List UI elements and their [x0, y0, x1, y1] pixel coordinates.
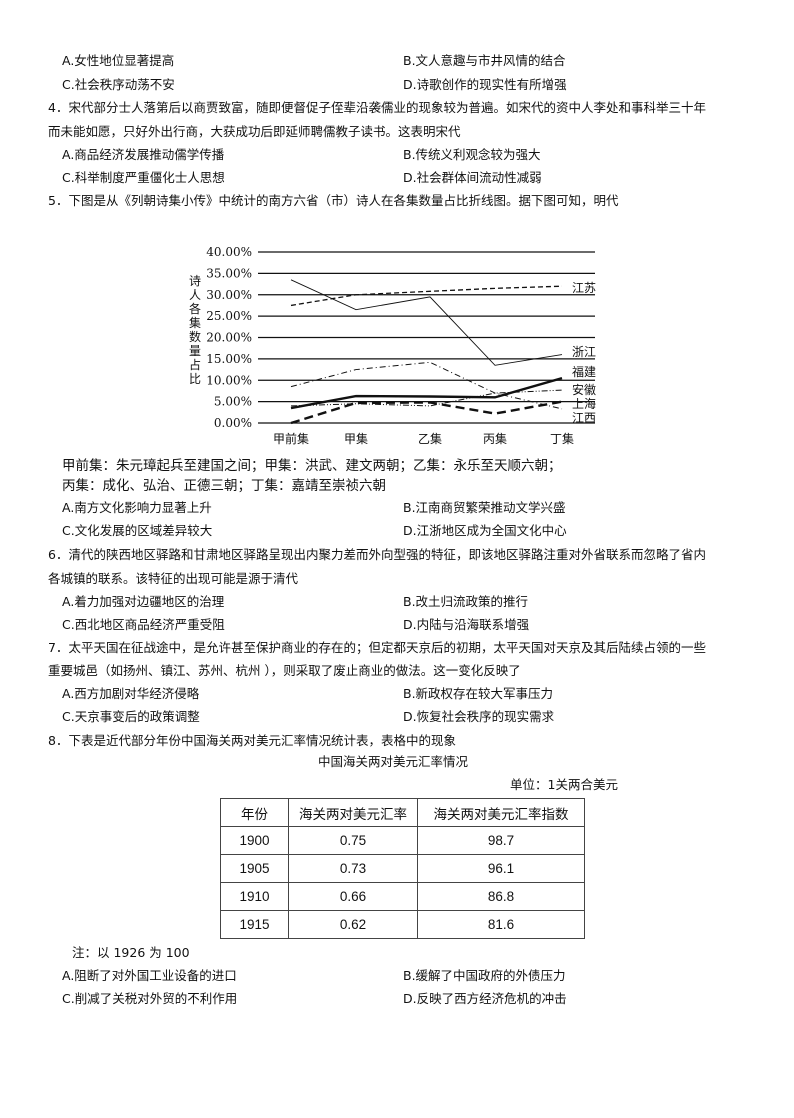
y-axis-label: 诗人各集数量占比 [189, 274, 201, 386]
q6-option-b: B.改土归流政策的推行 [403, 594, 529, 609]
cell-index: 81.6 [417, 910, 585, 939]
table-row: 1905 0.73 96.1 [220, 854, 585, 883]
q6-stem: 6．清代的陕西地区驿路和甘肃地区驿路呈现出内聚力差而外向型强的特征，即该地区驿路… [48, 547, 706, 562]
table-unit: 单位：1关两合美元 [510, 777, 618, 792]
series-line-江西 [290, 361, 563, 410]
header-index: 海关两对美元汇率指数 [417, 798, 585, 827]
cell-rate: 0.75 [288, 826, 418, 855]
x-tick-label: 甲前集 [273, 431, 309, 446]
table-row: 1915 0.62 81.6 [220, 910, 585, 939]
y-tick-label: 15.00% [206, 352, 252, 366]
q7-stem-cont: 重要城邑（如扬州、镇江、苏州、杭州 ），则采取了废止商业的做法。这一变化反映了 [48, 663, 521, 678]
q7-option-d: D.恢复社会秩序的现实需求 [403, 709, 555, 724]
y-tick-label: 30.00% [206, 288, 252, 302]
q4-option-b: B.传统义利观念较为强大 [403, 147, 541, 162]
exchange-rate-table: 年份 海关两对美元汇率 海关两对美元汇率指数 1900 0.75 98.7 1905… [220, 798, 585, 939]
cell-rate: 0.66 [288, 882, 418, 911]
q4-stem-cont: 而未能如愿，只好外出行商，大获成功后即延师聘儒教子读书。这表明宋代 [48, 124, 461, 139]
cell-year: 1910 [220, 882, 289, 911]
series-line-江苏 [290, 285, 563, 307]
q5-option-b: B.江南商贸繁荣推动文学兴盛 [403, 500, 566, 515]
q4-option-a: A.商品经济发展推动儒学传播 [62, 147, 225, 162]
series-label: 福建 [572, 364, 596, 379]
y-tick-label: 35.00% [206, 266, 252, 280]
header-rate: 海关两对美元汇率 [288, 798, 418, 827]
y-tick-label: 20.00% [206, 331, 252, 345]
x-tick-label: 乙集 [418, 431, 442, 446]
series-line-浙江 [290, 279, 563, 366]
q4-stem: 4．宋代部分士人落第后以商贾致富，随即便督促子侄辈沿袭儒业的现象较为普遍。如宋代… [48, 100, 706, 115]
cell-rate: 0.62 [288, 910, 418, 939]
q5-option-c: C.文化发展的区域差异较大 [62, 523, 213, 538]
q3-option-d: D.诗歌创作的现实性有所增强 [403, 77, 567, 92]
q8-option-d: D.反映了西方经济危机的冲击 [403, 991, 567, 1006]
q8-option-c: C.削减了关税对外贸的不利作用 [62, 991, 238, 1006]
cell-index: 98.7 [417, 826, 585, 855]
series-line-上海 [290, 400, 563, 425]
q5-option-a: A.南方文化影响力显著上升 [62, 500, 212, 515]
q5-stem: 5．下图是从《列朝诗集小传》中统计的南方六省（市）诗人在各集数量占比折线图。据下… [48, 193, 619, 208]
cell-index: 86.8 [417, 882, 585, 911]
q6-option-d: D.内陆与沿海联系增强 [403, 617, 530, 632]
q8-stem: 8．下表是近代部分年份中国海关两对美元汇率情况统计表，表格中的现象 [48, 733, 456, 748]
series-line-安徽 [290, 389, 563, 407]
q6-stem-cont: 各城镇的联系。该特征的出现可能是源于清代 [48, 571, 299, 586]
series-label: 江苏 [572, 281, 596, 295]
cell-index: 96.1 [417, 854, 585, 883]
q8-option-b: B.缓解了中国政府的外债压力 [403, 968, 566, 983]
x-tick-label: 丁集 [550, 431, 574, 446]
q6-option-a: A.着力加强对边疆地区的治理 [62, 594, 225, 609]
q5-note-1: 甲前集：朱元璋起兵至建国之间；甲集：洪武、建文两朝；乙集：永乐至天顺六朝； [62, 458, 562, 474]
y-tick-label: 0.00% [214, 416, 252, 430]
q4-option-d: D.社会群体间流动性减弱 [403, 170, 542, 185]
x-tick-label: 甲集 [344, 431, 368, 446]
cell-rate: 0.73 [288, 854, 418, 883]
cell-year: 1905 [220, 854, 289, 883]
header-year: 年份 [220, 798, 289, 827]
y-tick-label: 40.00% [206, 245, 252, 259]
line-chart: 0.00% 5.00% 10.00% 15.00% 20.00% 25.00% 30.00%… [189, 245, 596, 446]
q3-option-b: B.文人意趣与市井风情的结合 [403, 53, 566, 68]
q7-option-c: C.天京事变后的政策调整 [62, 709, 200, 724]
q7-option-b: B.新政权存在较大军事压力 [403, 686, 554, 701]
table-row: 1900 0.75 98.7 [220, 826, 585, 855]
table-header-row: 年份 海关两对美元汇率 海关两对美元汇率指数 [220, 798, 585, 827]
series-label: 上海 [572, 396, 596, 411]
q3-option-c: C.社会秩序动荡不安 [62, 77, 175, 92]
q5-option-d: D.江浙地区成为全国文化中心 [403, 523, 567, 538]
q5-note-2: 丙集：成化、弘治、正德三朝；丁集：嘉靖至崇祯六朝 [62, 478, 386, 494]
cell-year: 1900 [220, 826, 289, 855]
series-label: 江西 [572, 411, 596, 425]
x-tick-label: 丙集 [483, 431, 507, 446]
cell-year: 1915 [220, 910, 289, 939]
series-label: 浙江 [572, 345, 596, 359]
y-tick-label: 10.00% [206, 373, 252, 387]
table-note: 注：以 1926 为 100 [72, 945, 190, 960]
q3-option-a: A.女性地位显著提高 [62, 53, 175, 68]
q6-option-c: C.西北地区商品经济严重受阻 [62, 617, 225, 632]
q8-option-a: A.阻断了对外国工业设备的进口 [62, 968, 237, 983]
table-row: 1910 0.66 86.8 [220, 882, 585, 911]
q7-option-a: A.西方加剧对华经济侵略 [62, 686, 200, 701]
series-label: 安徽 [572, 382, 596, 397]
series-line-福建 [290, 376, 563, 410]
table-title: 中国海关两对美元汇率情况 [318, 754, 469, 769]
y-tick-label: 5.00% [214, 395, 252, 409]
q7-stem: 7．太平天国在征战途中，是允许甚至保护商业的存在的；但定都天京后的初期，太平天国… [48, 640, 706, 655]
y-tick-label: 25.00% [206, 309, 252, 323]
q4-option-c: C.科举制度严重僵化士人思想 [62, 170, 225, 185]
